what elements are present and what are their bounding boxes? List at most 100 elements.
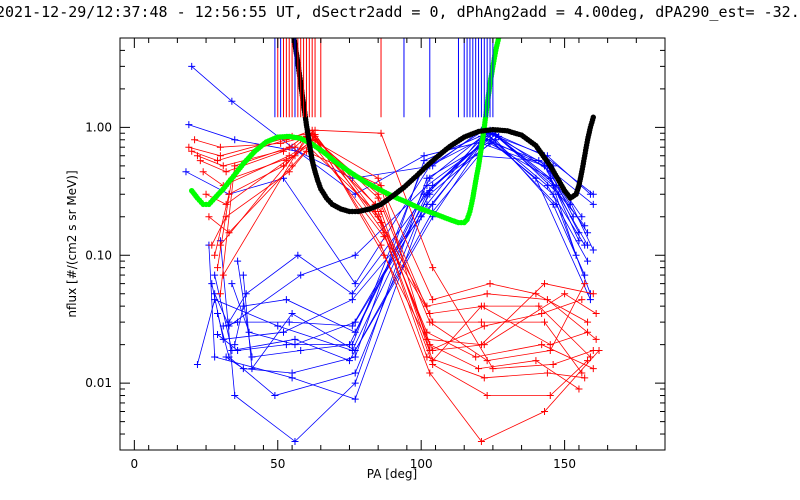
data-point <box>277 139 285 147</box>
data-point <box>377 207 385 215</box>
data-point <box>219 162 227 170</box>
data-point <box>239 271 247 279</box>
model-curve-black <box>290 31 596 215</box>
data-point <box>311 126 319 134</box>
data-point <box>584 241 592 249</box>
data-point <box>584 257 592 265</box>
data-point <box>211 271 219 279</box>
data-point <box>380 251 388 259</box>
data-point <box>214 264 222 272</box>
data-point <box>351 379 359 387</box>
data-point <box>182 168 190 176</box>
data-point <box>477 302 485 310</box>
data-point <box>532 174 540 182</box>
data-point <box>222 168 230 176</box>
data-point <box>483 392 491 400</box>
model-dot <box>590 114 596 120</box>
data-point <box>234 346 242 354</box>
data-point <box>297 346 305 354</box>
data-point <box>489 365 497 373</box>
data-point <box>423 353 431 361</box>
data-point <box>214 310 222 318</box>
data-point <box>546 174 554 182</box>
data-point <box>584 357 592 365</box>
data-point <box>578 213 586 221</box>
series-blue-2 <box>188 62 594 298</box>
series-red-24 <box>202 139 594 361</box>
data-point <box>242 290 250 298</box>
data-point <box>351 369 359 377</box>
data-point <box>486 139 494 147</box>
series-line <box>197 135 591 365</box>
series-line <box>228 139 586 323</box>
data-point <box>475 365 483 373</box>
data-point <box>348 290 356 298</box>
data-point <box>188 62 196 70</box>
model-curves-layer <box>189 28 596 226</box>
series-line <box>220 135 586 442</box>
data-point <box>228 97 236 105</box>
data-point <box>291 341 299 349</box>
series-line <box>242 139 594 370</box>
series-line <box>191 66 591 294</box>
data-point <box>377 129 385 137</box>
data-point <box>426 174 434 182</box>
x-tick-label: 0 <box>131 457 139 471</box>
model-dot <box>498 38 501 39</box>
data-point <box>185 121 193 129</box>
data-point <box>231 392 239 400</box>
data-point <box>377 241 385 249</box>
data-point <box>420 157 428 165</box>
data-point <box>546 346 554 354</box>
data-point <box>285 143 293 151</box>
data-point <box>219 271 227 279</box>
data-point <box>211 251 219 259</box>
data-point <box>546 341 554 349</box>
data-point <box>483 290 491 298</box>
data-point <box>374 174 382 182</box>
data-point <box>288 310 296 318</box>
data-point <box>549 200 557 208</box>
data-point <box>592 310 600 318</box>
data-point <box>188 147 196 155</box>
model-dot <box>290 31 295 36</box>
data-point <box>348 322 356 330</box>
data-point <box>271 392 279 400</box>
data-point <box>280 328 287 336</box>
data-point <box>584 318 592 326</box>
data-point <box>480 374 488 382</box>
data-point <box>214 157 222 165</box>
model-dot <box>498 28 503 33</box>
data-point <box>575 385 583 393</box>
series-red-20 <box>191 130 589 382</box>
series-line <box>208 142 580 400</box>
model-dot <box>495 38 502 41</box>
data-point <box>472 353 480 361</box>
data-point <box>216 241 224 249</box>
data-point <box>185 143 193 151</box>
data-point <box>196 157 204 165</box>
data-point <box>208 241 216 249</box>
model-dot <box>497 30 502 35</box>
data-point <box>586 353 594 361</box>
data-point <box>216 290 224 298</box>
data-point <box>543 296 551 304</box>
data-point <box>380 233 388 241</box>
data-point <box>429 346 437 354</box>
data-series-layer <box>182 62 603 445</box>
data-point <box>423 335 431 343</box>
series-line <box>211 132 588 340</box>
data-point <box>486 280 494 288</box>
data-point <box>578 369 586 377</box>
data-point <box>581 280 589 288</box>
y-tick-label: 0.01 <box>85 376 112 390</box>
data-point <box>202 190 210 198</box>
data-point <box>426 369 434 377</box>
data-point <box>589 200 597 208</box>
series-red-26 <box>208 147 592 326</box>
data-point <box>239 302 247 310</box>
data-point <box>191 136 199 144</box>
y-tick-label: 1.00 <box>85 120 112 134</box>
series-blue-8 <box>214 129 592 400</box>
data-point <box>351 318 359 326</box>
